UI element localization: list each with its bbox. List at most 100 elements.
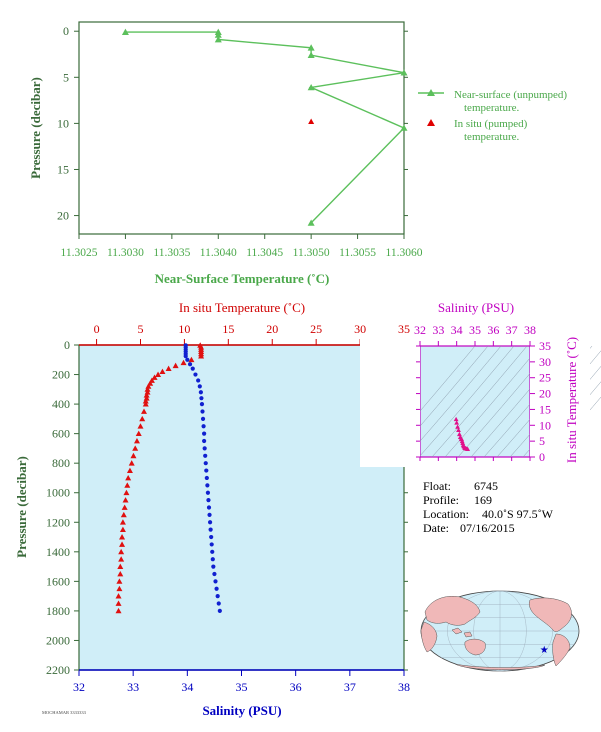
salinity-point	[200, 409, 205, 414]
near-surface-legend: Near-surface (unpumped) temperature. In s…	[418, 89, 567, 143]
temperature-point	[122, 497, 129, 503]
float-info: Float: 6745 Profile: 169 Location: 40.0˚S 9…	[423, 479, 554, 535]
temperature-point	[135, 430, 142, 437]
land-south-america	[552, 633, 571, 667]
salinity-point	[214, 586, 219, 591]
temperature-point	[115, 593, 122, 599]
temperature-point	[125, 474, 132, 481]
land-australia	[464, 638, 486, 656]
temperature-point	[143, 395, 150, 401]
temperature-point	[133, 438, 140, 444]
location-line: Location: 40.0˚S 97.5˚W	[423, 507, 554, 521]
salinity-point	[185, 357, 190, 362]
temperature-point	[119, 526, 126, 533]
near-surface-x-tick-label: 11.3050	[293, 247, 330, 259]
land-antarctica	[454, 663, 546, 670]
salinity-point	[209, 534, 214, 540]
temperature-point	[155, 371, 162, 377]
salinity-point	[199, 396, 204, 401]
location-label: Location:	[423, 507, 469, 521]
salinity-point	[212, 571, 217, 577]
near-surface-y-tick-label: 20	[57, 209, 69, 223]
legend-unpumped-label: Near-surface (unpumped) temperature.	[454, 89, 567, 114]
salinity-point	[208, 527, 213, 532]
salinity-point	[207, 520, 213, 525]
near-surface-chart: 11.3025 11.3030 11.3035 11.3040 11.3045 11.30…	[28, 21, 567, 286]
near-surface-unpumped-point	[307, 44, 315, 51]
contour-mask-left	[360, 336, 420, 467]
date-line: Date: 07/16/2015	[423, 521, 515, 535]
ts-salinity-tick-label: 35	[469, 323, 481, 337]
temperature-point	[120, 511, 127, 518]
profile-y-label: Pressure (decibar)	[14, 456, 29, 558]
near-surface-plot-frame	[78, 21, 405, 235]
ts-point	[457, 431, 462, 437]
ts-temperature-tick-label: 10	[539, 418, 551, 432]
ts-point	[455, 424, 460, 429]
profile-line: Profile: 169	[423, 493, 492, 507]
near-surface-series	[121, 28, 408, 226]
date-value: 07/16/2015	[460, 521, 515, 535]
temperature-point	[121, 504, 128, 510]
salinity-point	[210, 549, 215, 554]
temperature-point	[119, 541, 126, 547]
near-surface-unpumped-point	[121, 28, 129, 35]
salinity-point	[205, 490, 211, 495]
temperature-point	[180, 359, 187, 366]
near-surface-y-tick-label: 15	[57, 162, 69, 176]
salinity-point	[197, 384, 202, 389]
profile-value: 169	[474, 493, 492, 507]
salinity-tick-label: 37	[344, 680, 356, 694]
salinity-point	[210, 557, 215, 562]
land-maritime-se-asia	[451, 627, 473, 638]
temperature-point	[115, 600, 122, 606]
temperature-point	[139, 415, 146, 422]
float-location-marker: ★	[540, 645, 549, 656]
salinity-point	[196, 378, 201, 383]
near-surface-x-tick-label: 11.3045	[246, 247, 283, 259]
salinity-point	[198, 390, 203, 395]
salinity-point	[207, 512, 212, 517]
near-surface-unpumped-point	[214, 31, 222, 38]
temperature-point	[142, 398, 149, 404]
ts-density-contours	[360, 336, 601, 467]
contour-mask-right	[530, 336, 590, 467]
ts-temperature-tick-label: 25	[539, 371, 551, 385]
temperature-point	[128, 460, 135, 466]
salinity-point	[183, 353, 188, 359]
ts-temperature-tick-label: 0	[539, 450, 545, 464]
world-map: ★	[420, 590, 580, 672]
ts-temperature-tick-label: 5	[539, 434, 545, 448]
pressure-tick-label: 1400	[46, 545, 70, 559]
pressure-tick-label: 2200	[46, 663, 70, 677]
salinity-point	[190, 366, 195, 371]
ts-temperature-tick-label: 35	[539, 339, 551, 353]
salinity-tick-label: 36	[290, 680, 302, 694]
date-label: Date:	[423, 521, 449, 535]
salinity-point	[202, 446, 207, 451]
legend-unpumped-marker	[427, 89, 435, 96]
pressure-tick-label: 800	[52, 456, 70, 470]
float-value: 6745	[474, 479, 498, 493]
near-surface-unpumped-point	[214, 36, 222, 43]
land-asia	[424, 596, 481, 626]
legend-line: In situ (pumped)	[454, 118, 528, 130]
ts-temperature-tick-label: 30	[539, 355, 551, 369]
profile-series	[115, 342, 222, 614]
temperature-point	[132, 445, 139, 451]
near-surface-unpumped-point	[307, 83, 315, 91]
temperature-point	[118, 548, 125, 555]
temperature-tick-label: 15	[222, 322, 234, 336]
profile-chart: 0 5 10 15 20 25 30 35 32 33 34 35 36 37 38 0 200 400 600…	[14, 300, 410, 718]
float-line: Float: 6745	[423, 479, 498, 493]
ts-point	[454, 420, 460, 425]
footer-text: MOCHAMAR 3333333	[42, 710, 87, 715]
density-contour	[431, 345, 528, 458]
ts-salinity-tick-label: 34	[451, 323, 463, 337]
near-surface-x-tick-label: 11.3025	[61, 247, 98, 259]
profile-label: Profile:	[423, 493, 459, 507]
near-surface-y-tick-label: 10	[57, 116, 69, 130]
